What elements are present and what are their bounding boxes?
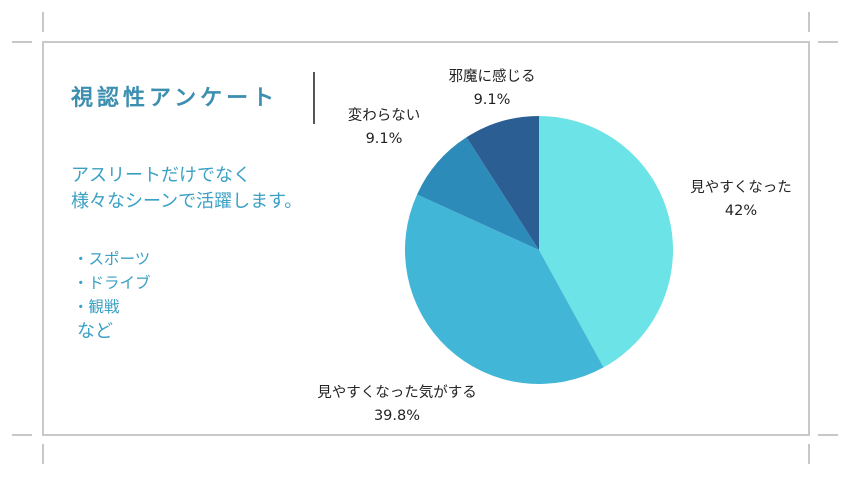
slice-value-label: 9.1% (366, 131, 403, 147)
crop-mark (808, 444, 810, 464)
crop-mark (12, 434, 32, 436)
list-item: ・スポーツ (73, 250, 151, 268)
pie-slice (466, 115, 539, 250)
crop-mark (808, 12, 810, 32)
pie-slice (417, 137, 539, 250)
slice-value-label: 39.8% (374, 408, 420, 424)
page-title: 視認性アンケート (71, 86, 279, 111)
slide-frame (42, 41, 810, 436)
slice-label: 見やすくなった (690, 179, 792, 196)
pie-slice (539, 116, 674, 368)
slice-value-label: 42% (725, 203, 757, 219)
description-line: 様々なシーンで活躍します。 (71, 191, 303, 212)
list-more: など (77, 321, 113, 342)
slice-value-label: 9.1% (474, 92, 511, 108)
description: アスリートだけでなく 様々なシーンで活躍します。 (71, 163, 302, 215)
pie-slice (405, 194, 604, 385)
slice-label: 変わらない (348, 107, 421, 124)
slice-label: 邪魔に感じる (449, 68, 536, 85)
crop-mark (42, 444, 44, 464)
use-list: ・スポーツ ・ドライブ ・観戦 (73, 247, 151, 319)
list-item: ・ドライブ (73, 274, 151, 292)
crop-mark (12, 41, 32, 43)
crop-mark (818, 434, 838, 436)
crop-mark (818, 41, 838, 43)
list-item: ・観戦 (73, 298, 120, 316)
slice-label: 見やすくなった気がする (317, 384, 477, 401)
title-divider (313, 72, 315, 124)
description-line: アスリートだけでなく (71, 165, 251, 186)
crop-mark (42, 12, 44, 32)
